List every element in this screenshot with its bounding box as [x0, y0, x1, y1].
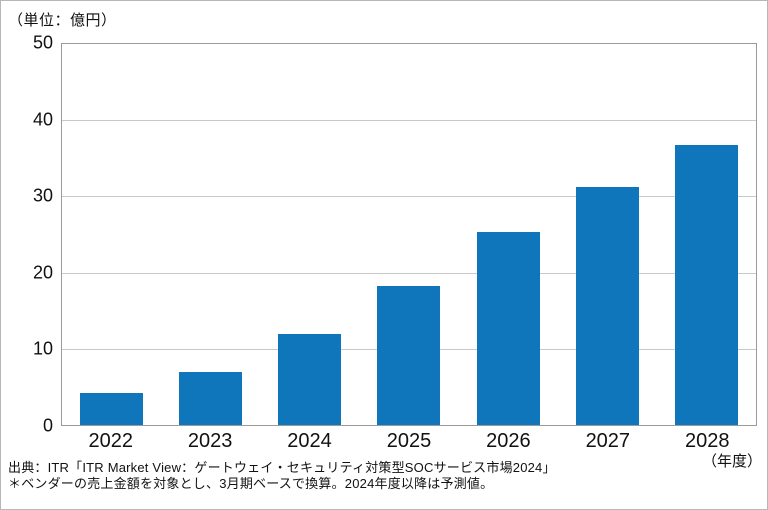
- bar-slot-2026: [459, 44, 558, 425]
- bar-slot-2028: [657, 44, 756, 425]
- x-axis-labels: 2022 2023 2024 2025 2026 2027 2028: [61, 430, 757, 453]
- source-line-1: 出典：ITR「ITR Market View：ゲートウェイ・セキュリティ対策型S…: [8, 460, 556, 475]
- bar-2024: [278, 333, 342, 425]
- bar-2022: [80, 393, 144, 425]
- y-tick-label-0: 0: [42, 415, 53, 436]
- x-tick-label-2023: 2023: [187, 430, 233, 452]
- bar-2026: [476, 232, 540, 425]
- y-tick-label-50: 50: [32, 32, 53, 53]
- x-axis-unit-label: （年度）: [701, 453, 762, 470]
- y-tick-label-40: 40: [32, 109, 53, 130]
- y-tick-label-30: 30: [32, 185, 53, 206]
- y-axis-unit-label: （単位：億円）: [8, 12, 117, 29]
- bar-slot-2024: [260, 44, 359, 425]
- bar-slot-2023: [161, 44, 260, 425]
- y-axis-labels: 0 10 20 30 40 50: [1, 33, 53, 436]
- plot-area: [61, 43, 757, 426]
- bar-slot-2022: [62, 44, 161, 425]
- x-tick-label-2028: 2028: [684, 430, 730, 452]
- source-line-2: ＊ベンダーの売上金額を対象とし、3月期ベースで換算。2024年度以降は予測値。: [8, 476, 494, 491]
- bars-container: [62, 44, 756, 425]
- y-tick-label-20: 20: [32, 262, 53, 283]
- bar-slot-2027: [558, 44, 657, 425]
- source-note: 出典：ITR「ITR Market View：ゲートウェイ・セキュリティ対策型S…: [8, 460, 556, 492]
- x-tick-label-2024: 2024: [287, 430, 332, 452]
- bar-2025: [377, 285, 441, 425]
- y-tick-label-10: 10: [32, 338, 53, 359]
- gridline-20: [62, 272, 756, 274]
- x-tick-label-2022: 2022: [88, 430, 133, 452]
- gridline-40: [62, 120, 756, 122]
- x-tick-label-2026: 2026: [486, 430, 531, 452]
- gridline-30: [62, 196, 756, 198]
- x-tick-label-2025: 2025: [386, 430, 432, 452]
- bar-2028: [674, 144, 738, 425]
- bar-2023: [179, 371, 243, 425]
- bar-slot-2025: [359, 44, 458, 425]
- x-tick-label-2027: 2027: [585, 430, 631, 452]
- bar-2027: [575, 186, 639, 425]
